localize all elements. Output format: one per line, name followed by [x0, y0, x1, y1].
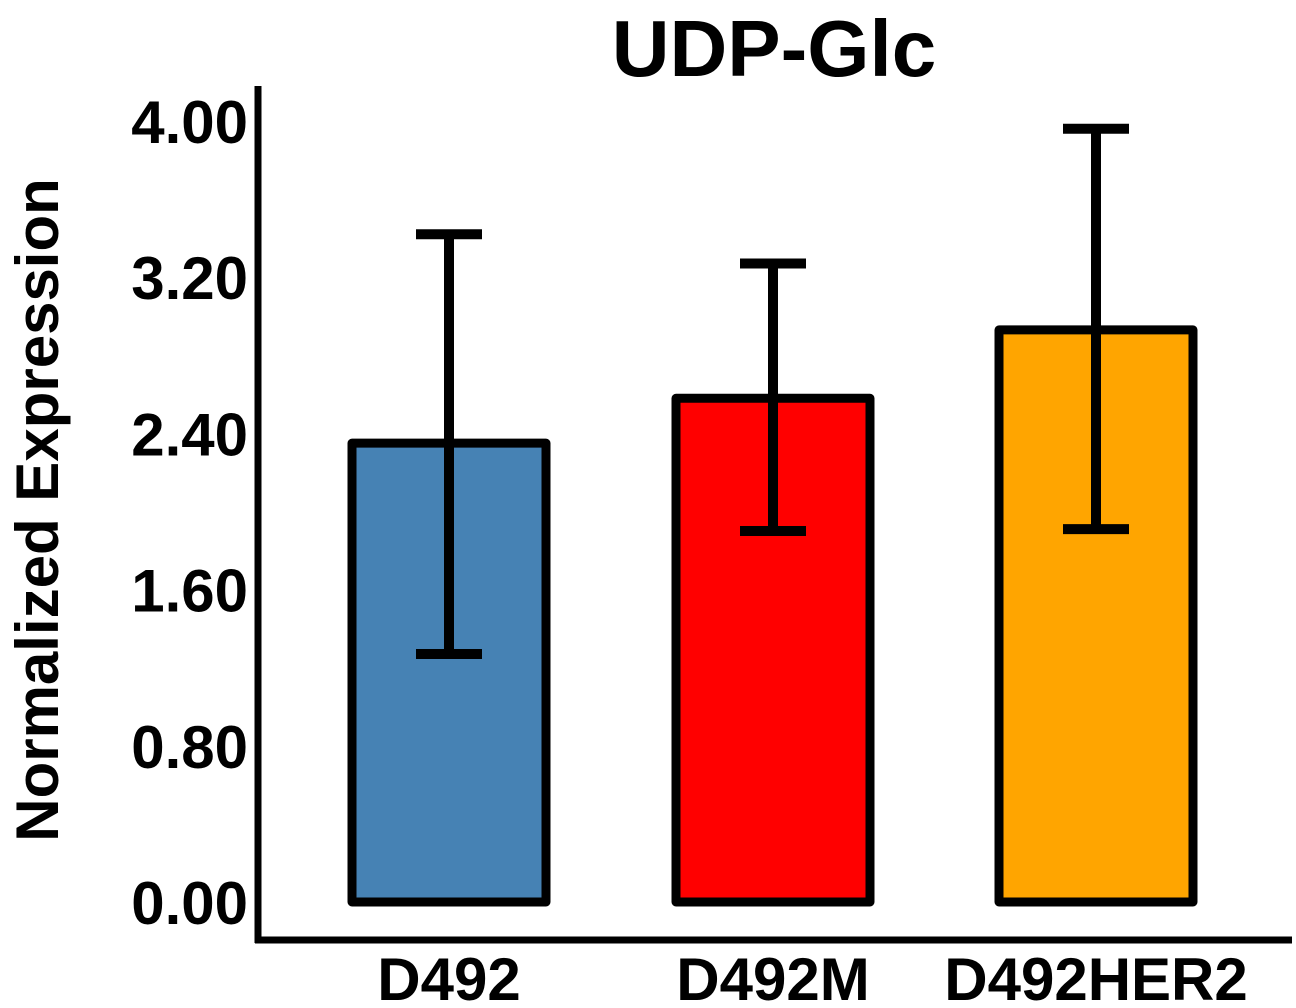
chart-title: UDP-Glc [612, 4, 937, 93]
x-tick-label: D492M [676, 946, 869, 1008]
y-tick-label: 0.80 [131, 714, 248, 781]
x-tick-label: D492HER2 [944, 946, 1248, 1008]
y-tick-label: 1.60 [131, 558, 248, 625]
plot-area: 0.00 0.80 1.60 2.40 3.20 4.00 D492 D492M D492HER… [131, 86, 1292, 1008]
y-tick-label: 0.00 [131, 870, 248, 937]
y-tick-label: 4.00 [131, 89, 248, 156]
bar-d492m [671, 393, 875, 907]
y-tick-label: 2.40 [131, 401, 248, 468]
x-tick-label: D492 [377, 946, 520, 1008]
y-axis-label: Normalized Expression [4, 178, 71, 842]
y-tick-label: 3.20 [131, 245, 248, 312]
